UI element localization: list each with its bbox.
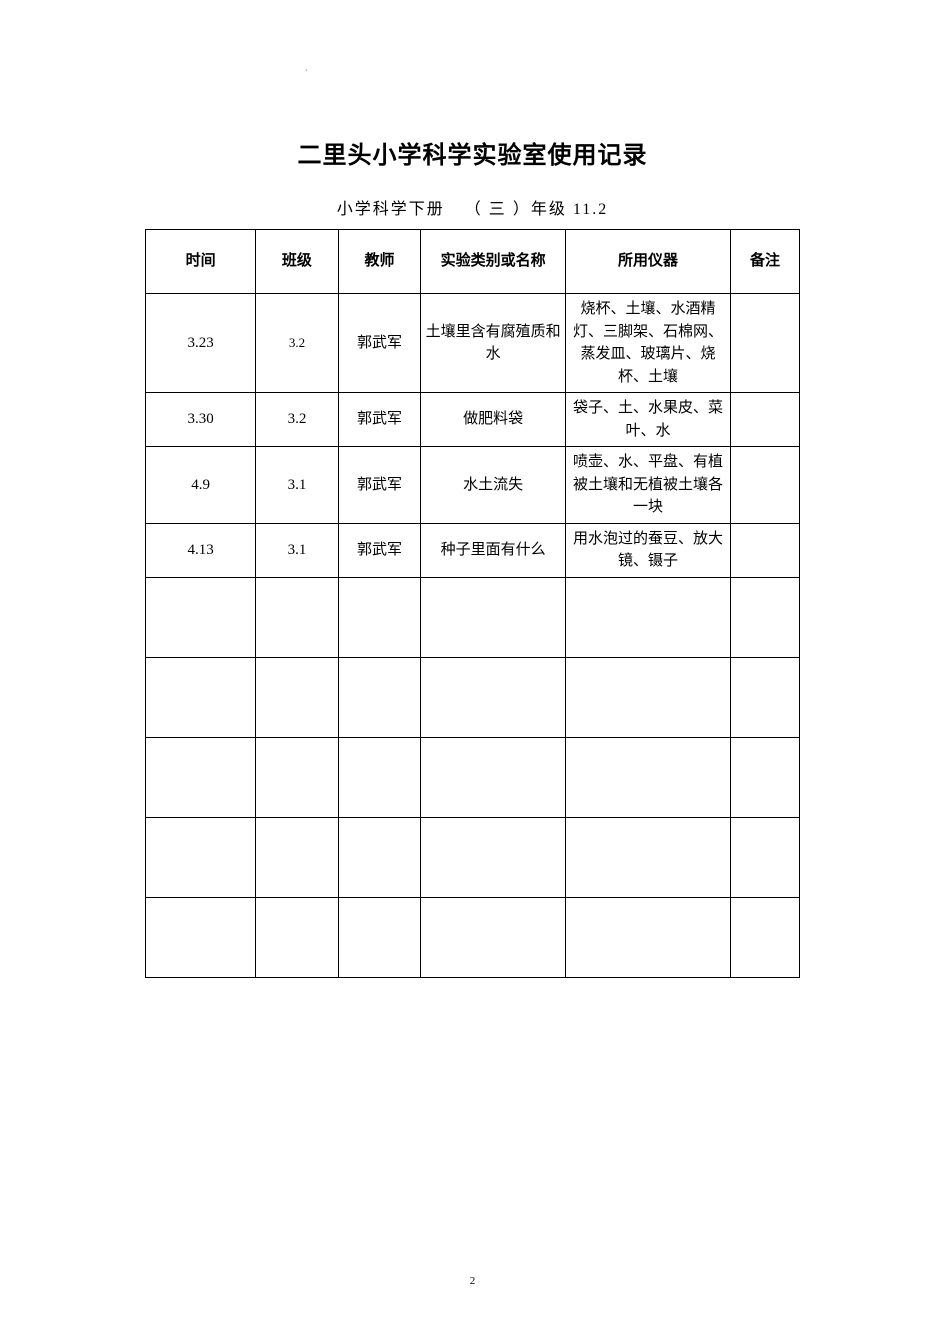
page-subtitle: 小学科学下册 （ 三 ）年级 11.2 <box>145 195 800 219</box>
cell-class: 3.2 <box>256 393 339 447</box>
cell-equipment <box>565 737 730 817</box>
cell-class: 3.2 <box>256 294 339 393</box>
table-row: 4.13 3.1 郭武军 种子里面有什么 用水泡过的蚕豆、放大镜、镊子 <box>146 523 800 577</box>
subtitle-grade: 三 <box>489 201 507 218</box>
top-mark: ` <box>305 68 308 78</box>
cell-note <box>731 393 800 447</box>
cell-note <box>731 523 800 577</box>
record-table: 时间 班级 教师 实验类别或名称 所用仪器 备注 3.23 3.2 郭武军 土壤… <box>145 229 800 978</box>
cell-time: 4.9 <box>146 447 256 524</box>
cell-experiment <box>421 817 566 897</box>
table-row: 3.30 3.2 郭武军 做肥料袋 袋子、土、水果皮、菜叶、水 <box>146 393 800 447</box>
cell-time <box>146 657 256 737</box>
table-row <box>146 657 800 737</box>
cell-time: 3.30 <box>146 393 256 447</box>
header-class: 班级 <box>256 230 339 294</box>
table-row <box>146 897 800 977</box>
cell-teacher: 郭武军 <box>338 393 421 447</box>
cell-note <box>731 817 800 897</box>
cell-equipment <box>565 577 730 657</box>
table-row <box>146 817 800 897</box>
cell-time <box>146 577 256 657</box>
cell-experiment: 做肥料袋 <box>421 393 566 447</box>
cell-equipment: 袋子、土、水果皮、菜叶、水 <box>565 393 730 447</box>
header-equipment: 所用仪器 <box>565 230 730 294</box>
cell-note <box>731 897 800 977</box>
cell-equipment <box>565 817 730 897</box>
cell-note <box>731 737 800 817</box>
cell-teacher <box>338 657 421 737</box>
table-header-row: 时间 班级 教师 实验类别或名称 所用仪器 备注 <box>146 230 800 294</box>
cell-teacher <box>338 897 421 977</box>
cell-experiment <box>421 897 566 977</box>
cell-time: 4.13 <box>146 523 256 577</box>
header-teacher: 教师 <box>338 230 421 294</box>
document-page: ` 二里头小学科学实验室使用记录 小学科学下册 （ 三 ）年级 11.2 时间 班… <box>0 0 945 1337</box>
cell-time <box>146 817 256 897</box>
header-experiment: 实验类别或名称 <box>421 230 566 294</box>
header-time: 时间 <box>146 230 256 294</box>
cell-equipment <box>565 657 730 737</box>
cell-time <box>146 737 256 817</box>
table-body: 3.23 3.2 郭武军 土壤里含有腐殖质和水 烧杯、土壤、水酒精灯、三脚架、石… <box>146 294 800 978</box>
subtitle-prefix: 小学科学下册 <box>337 201 445 218</box>
subtitle-paren-open: （ <box>465 201 489 218</box>
table-row <box>146 737 800 817</box>
cell-experiment <box>421 737 566 817</box>
cell-class <box>256 657 339 737</box>
cell-teacher: 郭武军 <box>338 523 421 577</box>
cell-experiment: 土壤里含有腐殖质和水 <box>421 294 566 393</box>
cell-equipment: 烧杯、土壤、水酒精灯、三脚架、石棉网、蒸发皿、玻璃片、烧杯、土壤 <box>565 294 730 393</box>
cell-equipment: 喷壶、水、平盘、有植被土壤和无植被土壤各一块 <box>565 447 730 524</box>
cell-time <box>146 897 256 977</box>
cell-class <box>256 737 339 817</box>
table-row: 4.9 3.1 郭武军 水土流失 喷壶、水、平盘、有植被土壤和无植被土壤各一块 <box>146 447 800 524</box>
cell-note <box>731 294 800 393</box>
cell-equipment <box>565 897 730 977</box>
table-row: 3.23 3.2 郭武军 土壤里含有腐殖质和水 烧杯、土壤、水酒精灯、三脚架、石… <box>146 294 800 393</box>
cell-experiment: 种子里面有什么 <box>421 523 566 577</box>
page-number: 2 <box>0 1275 945 1287</box>
cell-time: 3.23 <box>146 294 256 393</box>
cell-experiment: 水土流失 <box>421 447 566 524</box>
cell-equipment: 用水泡过的蚕豆、放大镜、镊子 <box>565 523 730 577</box>
cell-note <box>731 657 800 737</box>
cell-teacher <box>338 817 421 897</box>
cell-class <box>256 817 339 897</box>
cell-note <box>731 577 800 657</box>
cell-class <box>256 897 339 977</box>
subtitle-paren-close: ）年级 11.2 <box>507 201 608 218</box>
cell-teacher <box>338 737 421 817</box>
cell-note <box>731 447 800 524</box>
cell-experiment <box>421 577 566 657</box>
cell-teacher: 郭武军 <box>338 447 421 524</box>
cell-class <box>256 577 339 657</box>
cell-class: 3.1 <box>256 447 339 524</box>
header-note: 备注 <box>731 230 800 294</box>
page-title: 二里头小学科学实验室使用记录 <box>145 135 800 170</box>
table-row <box>146 577 800 657</box>
cell-class: 3.1 <box>256 523 339 577</box>
cell-teacher: 郭武军 <box>338 294 421 393</box>
cell-experiment <box>421 657 566 737</box>
cell-teacher <box>338 577 421 657</box>
